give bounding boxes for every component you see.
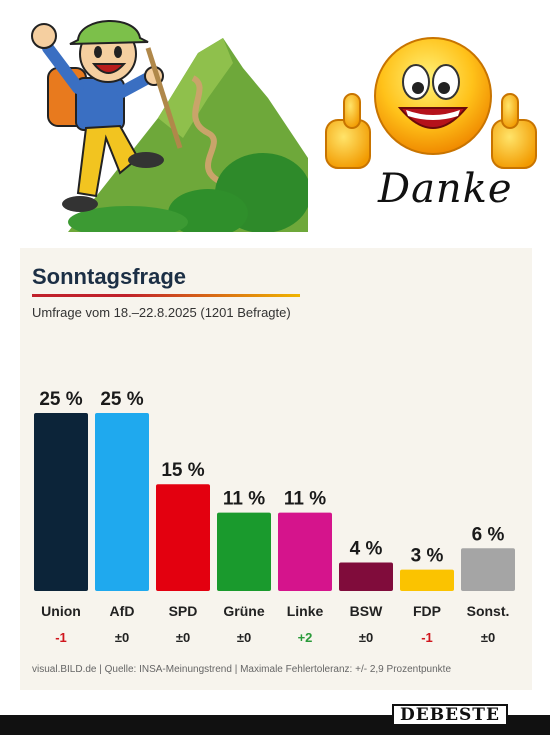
value-label: 3 %: [411, 546, 444, 567]
change-label: -1: [55, 630, 67, 645]
category-label: Union: [41, 603, 81, 619]
change-label: -1: [421, 630, 433, 645]
bar-1: [34, 413, 88, 591]
bar-6: [339, 562, 393, 591]
bar-5: [278, 512, 332, 591]
category-label: Grüne: [223, 603, 264, 619]
chart-subtitle: Umfrage vom 18.–22.8.2025 (1201 Befragte…: [32, 305, 291, 320]
value-label: 6 %: [472, 524, 505, 545]
danke-caption: Danke: [378, 166, 513, 212]
hiker-image: [8, 8, 311, 238]
category-label: AfD: [110, 603, 135, 619]
bar-3: [156, 484, 210, 591]
change-label: ±0: [176, 630, 190, 645]
value-label: 15 %: [161, 460, 204, 481]
value-label: 11 %: [223, 489, 265, 510]
chart-title: Sonntagsfrage: [32, 264, 187, 289]
chart-footnote: visual.BILD.de | Quelle: INSA-Meinungstr…: [32, 664, 452, 675]
change-label: ±0: [481, 630, 495, 645]
bar-2: [95, 413, 149, 591]
category-label: SPD: [169, 603, 198, 619]
bar-7: [400, 569, 454, 591]
danke-smiley-image: Danke: [318, 8, 544, 232]
thumbs-up-smiley-icon: [325, 37, 537, 169]
bar-8: [461, 548, 515, 591]
category-label: Linke: [287, 603, 324, 619]
category-label: Sonst.: [467, 603, 510, 619]
bar-4: [217, 512, 271, 591]
category-label: FDP: [413, 603, 441, 619]
change-label: +2: [298, 630, 313, 645]
watermark-logo: DEBESTE: [392, 704, 508, 726]
bar-chart: 25 % Union -1 25 % AfD ±0 15 % SPD ±0 11 % Grüne ±0…: [34, 389, 515, 645]
change-label: ±0: [237, 630, 251, 645]
hiker-cartoon-icon: [31, 20, 311, 238]
value-label: 11 %: [284, 489, 326, 510]
value-label: 25 %: [39, 389, 82, 410]
category-label: BSW: [350, 603, 383, 619]
value-label: 25 %: [100, 389, 143, 410]
value-label: 4 %: [350, 539, 383, 560]
change-label: ±0: [359, 630, 373, 645]
poll-chart-card: Sonntagsfrage Umfrage vom 18.–22.8.2025 …: [20, 248, 532, 690]
change-label: ±0: [115, 630, 129, 645]
title-underline: [32, 294, 300, 297]
